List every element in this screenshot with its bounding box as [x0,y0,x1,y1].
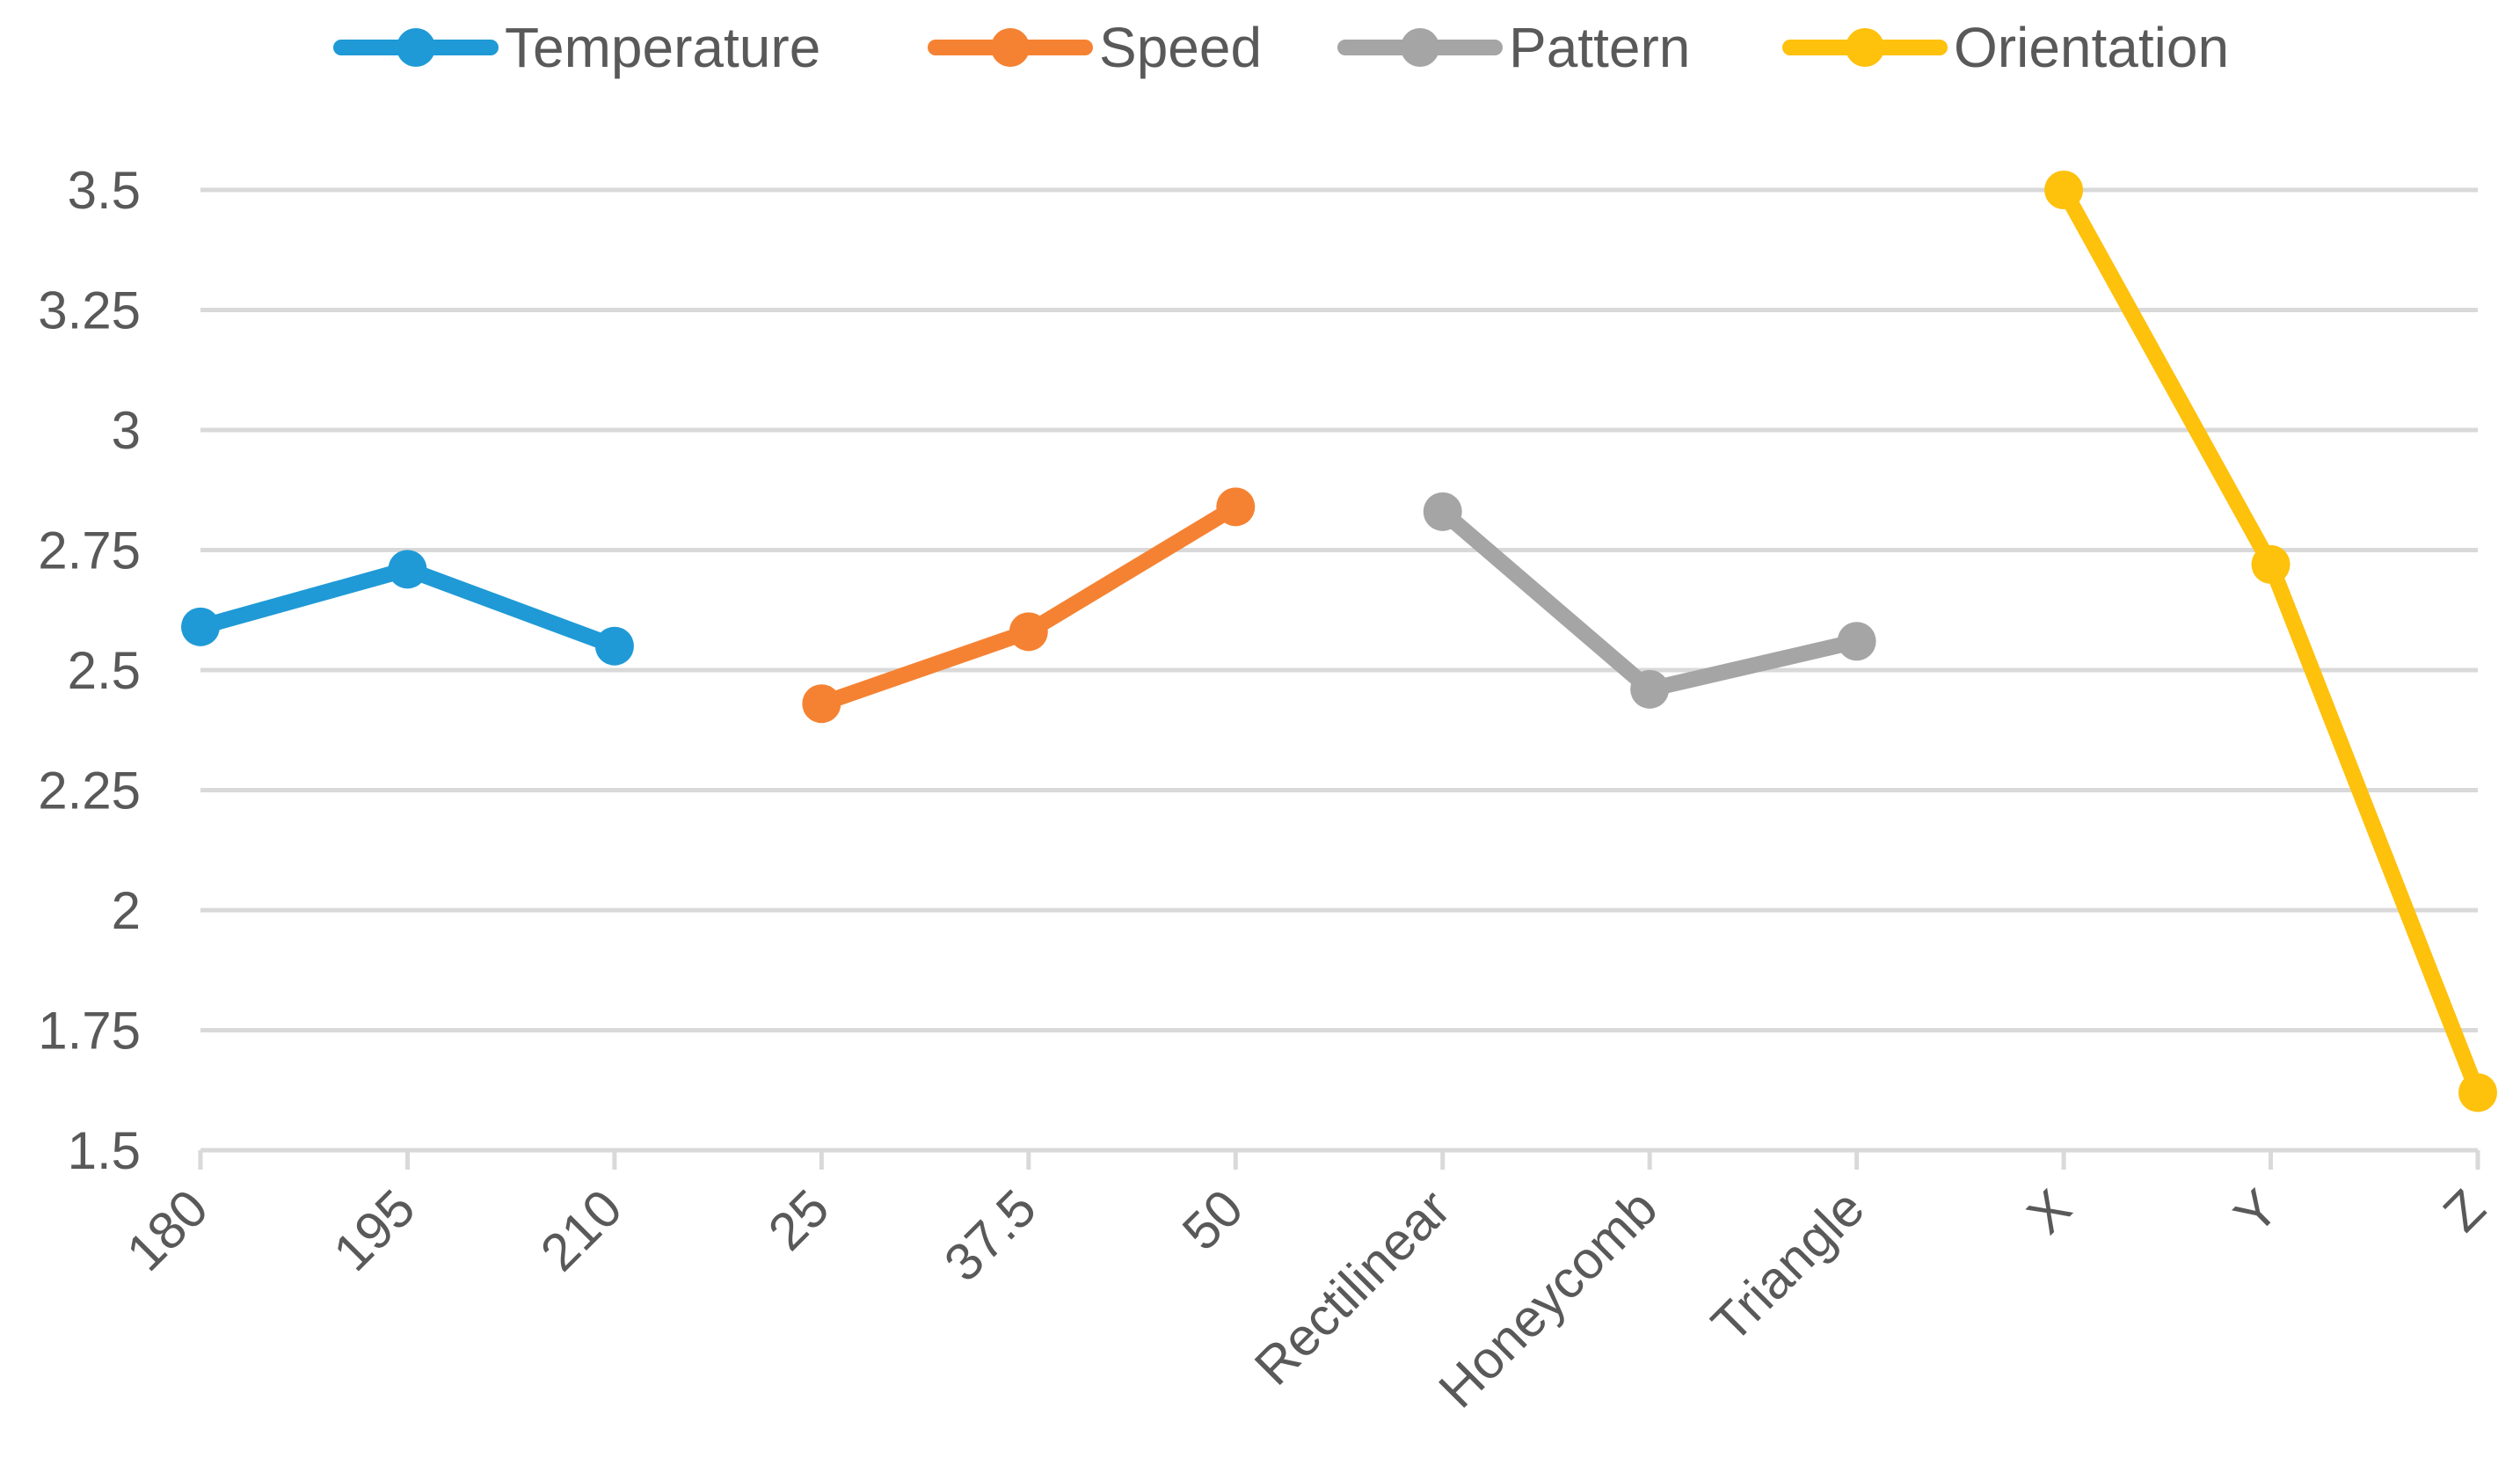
y-tick-label: 1.75 [38,1002,141,1061]
legend-swatch-marker [397,28,435,67]
y-axis-tick-labels: 1.5 1.75 2 2.25 2.5 2.75 3 3.25 3.5 [38,161,141,1180]
data-point-speed-37-5 [1009,612,1048,652]
x-tick-label-50: 50 [1171,1178,1255,1262]
legend-item-speed: Speed [928,16,1262,79]
legend-item-orientation: Orientation [1782,16,2229,79]
x-tick-label-honeycomb: Honeycomb [1428,1178,1669,1419]
series-line-orientation [2056,182,2486,1101]
y-tick-label: 2 [112,881,141,940]
data-series [181,171,2497,1112]
data-point-orientation-x [2044,171,2084,209]
series-pattern [1423,492,1876,709]
data-point-speed-50 [1216,487,1256,527]
legend-label-speed: Speed [1099,16,1262,79]
legend-swatch-marker [991,28,1030,67]
x-tick-label-25: 25 [757,1178,841,1262]
legend-item-pattern: Pattern [1337,16,1690,79]
data-point-pattern-honeycomb [1630,669,1670,709]
x-tick-label-z: Z [2432,1178,2496,1243]
y-tick-label: 2.25 [38,762,141,820]
legend-label-temperature: Temperature [505,16,820,79]
data-point-orientation-z [2458,1073,2497,1112]
x-tick-label-37-5: 37.5 [933,1178,1047,1293]
y-tick-label: 3.5 [68,161,141,220]
x-tick-label-195: 195 [322,1178,426,1282]
legend-item-temperature: Temperature [333,16,820,79]
data-point-temperature-210 [594,626,634,666]
series-orientation [2044,171,2497,1112]
x-tick-label-180: 180 [115,1178,219,1282]
y-tick-label: 2.75 [38,521,141,580]
series-speed [802,487,1256,724]
x-tick-label-210: 210 [529,1178,633,1282]
x-tick-label-triangle: Triangle [1701,1178,1875,1353]
data-point-orientation-y [2251,544,2291,584]
gridlines [200,187,2478,1032]
y-tick-label: 3.25 [38,281,141,340]
series-temperature [181,550,634,666]
data-point-temperature-180 [181,607,220,646]
x-tick-label-y: Y [2223,1178,2290,1245]
x-tick-label-x: X [2016,1178,2083,1245]
y-tick-label: 2.5 [68,641,141,700]
data-point-speed-25 [802,684,841,724]
y-tick-label: 1.5 [68,1121,141,1180]
y-tick-label: 3 [112,401,141,460]
data-point-pattern-rectilinear [1423,492,1462,531]
series-line-speed [813,499,1244,712]
legend-label-orientation: Orientation [1954,16,2229,79]
legend: Temperature Speed Pattern Orientation [333,16,2229,79]
legend-swatch-marker [1846,28,1884,67]
x-tick-label-rectilinear: Rectilinear [1243,1178,1461,1396]
data-point-pattern-triangle [1837,622,1876,661]
data-point-temperature-195 [388,550,427,589]
series-line-pattern [1434,503,1865,697]
legend-swatch-marker [1401,28,1439,67]
legend-label-pattern: Pattern [1509,16,1690,79]
